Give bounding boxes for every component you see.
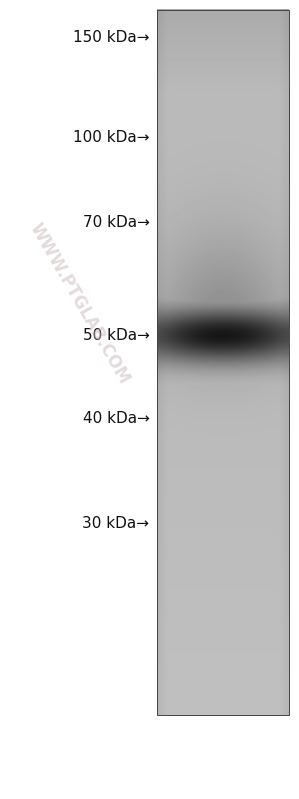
Text: 100 kDa→: 100 kDa→ xyxy=(73,130,150,145)
Text: 150 kDa→: 150 kDa→ xyxy=(73,30,150,45)
Text: 40 kDa→: 40 kDa→ xyxy=(83,411,150,426)
Text: 30 kDa→: 30 kDa→ xyxy=(83,516,150,531)
Text: WWW.PTGLAB.COM: WWW.PTGLAB.COM xyxy=(26,220,133,388)
Text: 70 kDa→: 70 kDa→ xyxy=(83,215,150,229)
Text: 50 kDa→: 50 kDa→ xyxy=(83,328,150,343)
Bar xyxy=(157,10,289,715)
